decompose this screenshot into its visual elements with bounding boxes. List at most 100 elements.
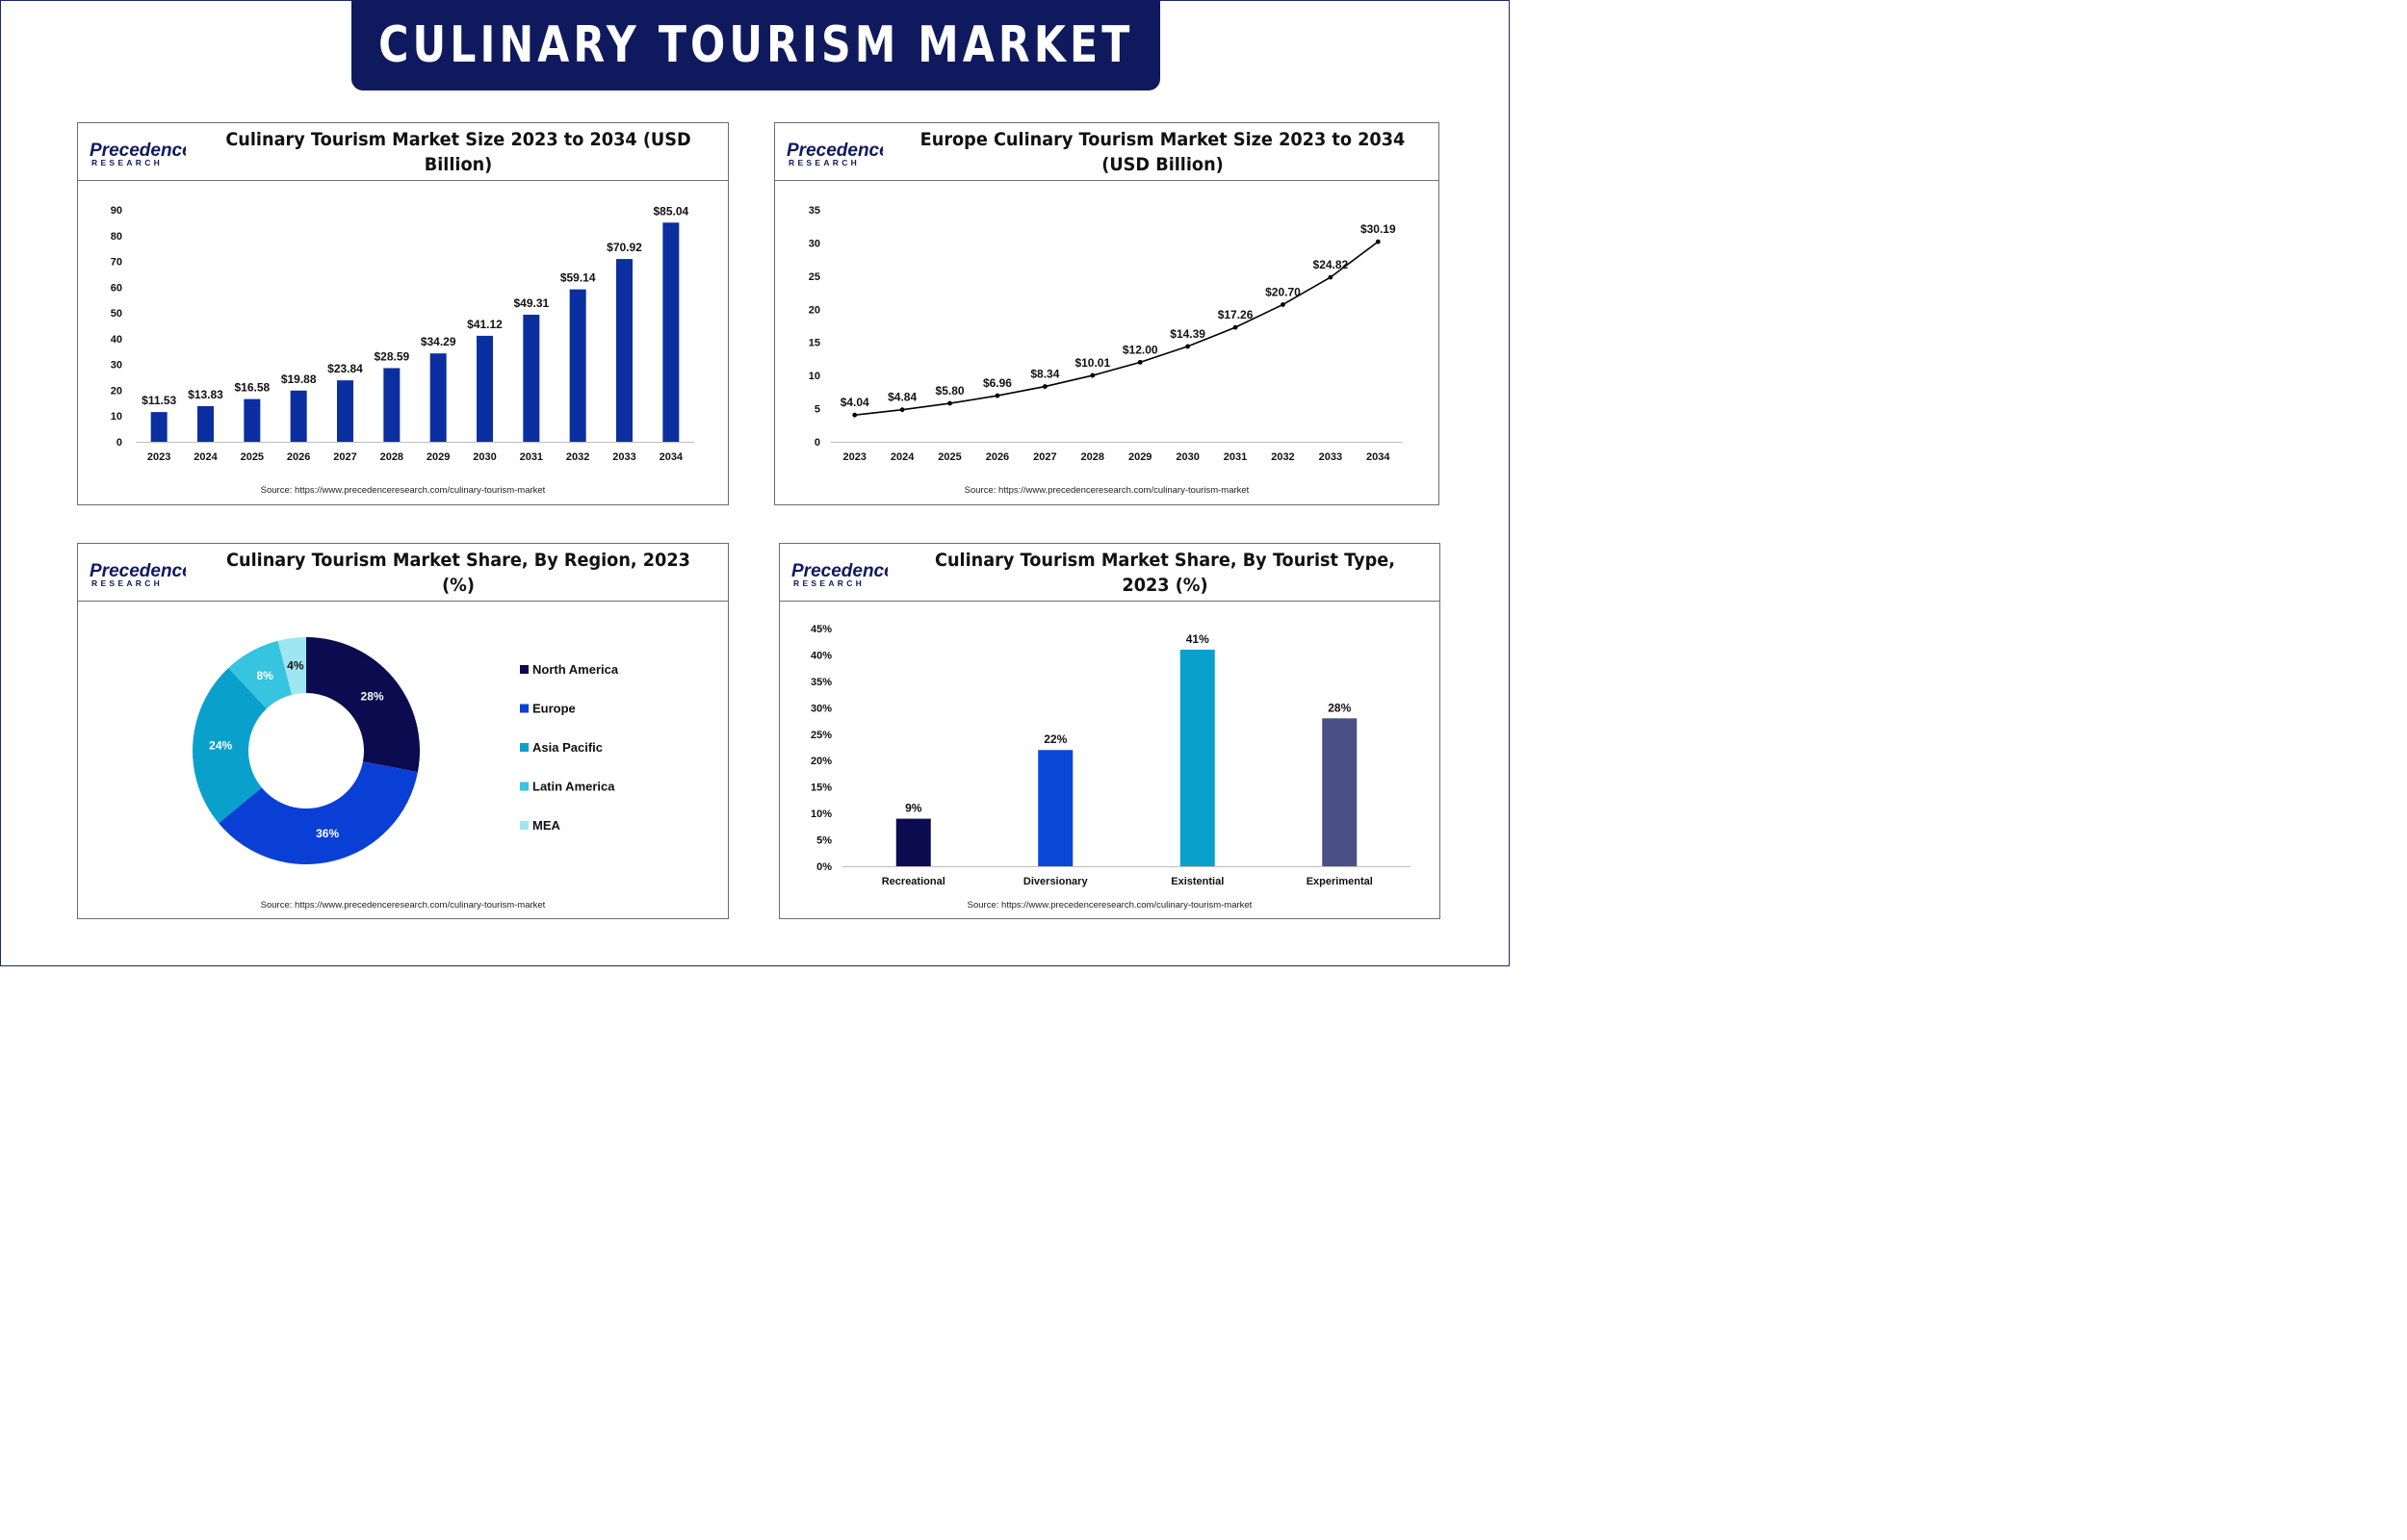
- data-label: $20.70: [1265, 285, 1301, 298]
- x-tick-label: 2026: [287, 451, 310, 463]
- data-label: $5.80: [936, 384, 965, 398]
- x-tick-label: 2030: [1176, 451, 1199, 463]
- bar-2024: [197, 405, 214, 442]
- y-tick-label: 25%: [811, 730, 832, 741]
- y-tick-label: 15%: [811, 783, 832, 794]
- x-tick-label: 2026: [986, 451, 1009, 463]
- x-tick-label: 2023: [147, 451, 170, 463]
- data-label: 9%: [905, 802, 922, 815]
- bar-experimental: [1322, 718, 1358, 866]
- data-label: $49.31: [513, 296, 549, 310]
- y-tick-label: 0: [116, 437, 122, 449]
- bar-2028: [383, 368, 401, 442]
- logo-subtitle: RESEARCH: [91, 158, 163, 167]
- bar-recreational: [895, 818, 931, 866]
- data-point-2026: [995, 393, 1000, 398]
- data-label: $70.92: [607, 241, 642, 254]
- legend-swatch: [520, 743, 529, 752]
- source-note: Source: https://www.precedenceresearch.c…: [260, 900, 546, 911]
- y-tick-label: 20: [111, 385, 122, 397]
- slice-asia-pacific: [193, 667, 267, 824]
- panel-tourist-type-share: Precedence RESEARCH Culinary Tourism Mark…: [779, 543, 1440, 919]
- y-tick-label: 50: [111, 308, 122, 320]
- x-tick-label: 2024: [194, 451, 218, 463]
- chart-title: Culinary Tourism Market Share, By Touris…: [935, 550, 1395, 596]
- x-tick-label: 2025: [241, 451, 264, 463]
- data-label: $24.82: [1313, 258, 1349, 271]
- data-label: 41%: [1186, 632, 1209, 646]
- banner-title: CULINARY TOURISM MARKET: [377, 16, 1134, 74]
- panel-header: Precedence RESEARCH Culinary Tourism Mark…: [78, 123, 728, 181]
- data-label: $14.39: [1170, 327, 1205, 341]
- slice-label: 24%: [209, 738, 232, 752]
- region-donut-chart: 28% 36% 24% 8% 4% North America Europe Asia Pac…: [193, 637, 619, 864]
- data-label: $12.00: [1123, 343, 1158, 356]
- slice-europe: [219, 761, 418, 864]
- y-tick-label: 20%: [811, 756, 832, 767]
- logo-subtitle: RESEARCH: [789, 158, 860, 167]
- tourist-type-bar-chart: 0% 5% 10% 15% 20% 25% 30% 35% 40% 45% 9% Recreation…: [811, 624, 1411, 887]
- data-label: $13.83: [188, 388, 223, 401]
- y-tick-label: 80: [111, 231, 122, 243]
- y-tick-label: 70: [111, 257, 122, 269]
- bar-2031: [523, 314, 540, 442]
- data-point-2024: [899, 407, 905, 413]
- y-tick-label: 25: [809, 271, 820, 283]
- chart-title: Culinary Tourism Market Share, By Region…: [226, 550, 690, 596]
- data-point-2025: [947, 400, 952, 406]
- data-label: $17.26: [1218, 308, 1254, 321]
- bar-2027: [337, 380, 353, 442]
- x-tick-label: 2034: [1366, 451, 1390, 463]
- slice-mea: [277, 637, 306, 695]
- data-label: $28.59: [374, 349, 409, 363]
- bar-existential: [1179, 649, 1215, 866]
- y-tick-label: 40%: [811, 650, 832, 661]
- chart-title-line-2: (USD Billion): [1101, 154, 1224, 175]
- source-note: Source: https://www.precedenceresearch.c…: [967, 900, 1253, 911]
- chart-title-line-1: Europe Culinary Tourism Market Size 2023…: [919, 129, 1406, 150]
- y-tick-label: 35: [809, 205, 820, 217]
- logo-subtitle: RESEARCH: [91, 578, 163, 588]
- panel-header: Precedence RESEARCH Europe Culinary Touri…: [775, 123, 1438, 181]
- data-point-2030: [1185, 344, 1191, 349]
- x-tick-label: 2028: [1081, 451, 1104, 463]
- legend-swatch: [520, 665, 529, 674]
- slice-label: 4%: [287, 659, 304, 673]
- logo-wordmark: Precedence: [787, 141, 883, 161]
- x-tick-label: Experimental: [1307, 876, 1373, 887]
- x-tick-label: 2028: [380, 451, 403, 463]
- x-tick-label: 2032: [566, 451, 589, 463]
- bar-2034: [662, 222, 680, 442]
- legend-label: Latin America: [532, 780, 615, 794]
- x-tick-label: 2033: [612, 451, 635, 463]
- data-point-2023: [852, 412, 858, 418]
- data-point-2031: [1232, 324, 1238, 330]
- x-tick-label: 2027: [1033, 451, 1056, 463]
- x-tick-label: 2034: [660, 451, 684, 463]
- x-tick-label: 2029: [427, 451, 450, 463]
- slice-label: 28%: [361, 689, 384, 703]
- panel-europe-market-size: Precedence RESEARCH Europe Culinary Touri…: [774, 122, 1439, 505]
- x-tick-label: 2023: [842, 451, 866, 463]
- series-line-europe: [854, 241, 1379, 416]
- data-label: $23.84: [327, 362, 363, 375]
- data-label: $4.84: [888, 391, 917, 404]
- y-tick-label: 20: [809, 304, 820, 316]
- logo-subtitle: RESEARCH: [793, 578, 865, 588]
- slice-label: 8%: [256, 669, 273, 682]
- x-tick-label: Recreational: [882, 876, 945, 887]
- bar-diversionary: [1038, 750, 1074, 866]
- legend-swatch: [520, 821, 529, 830]
- data-label: 22%: [1044, 732, 1067, 746]
- y-tick-label: 60: [111, 282, 122, 294]
- logo-wordmark: Precedence: [90, 561, 186, 581]
- data-label: $4.04: [841, 396, 869, 409]
- bar-2026: [290, 390, 307, 442]
- x-tick-label: Existential: [1171, 876, 1224, 887]
- logo-wordmark: Precedence: [90, 141, 186, 161]
- y-tick-label: 10: [809, 371, 820, 382]
- panel-header: Precedence RESEARCH Culinary Tourism Mark…: [780, 544, 1439, 602]
